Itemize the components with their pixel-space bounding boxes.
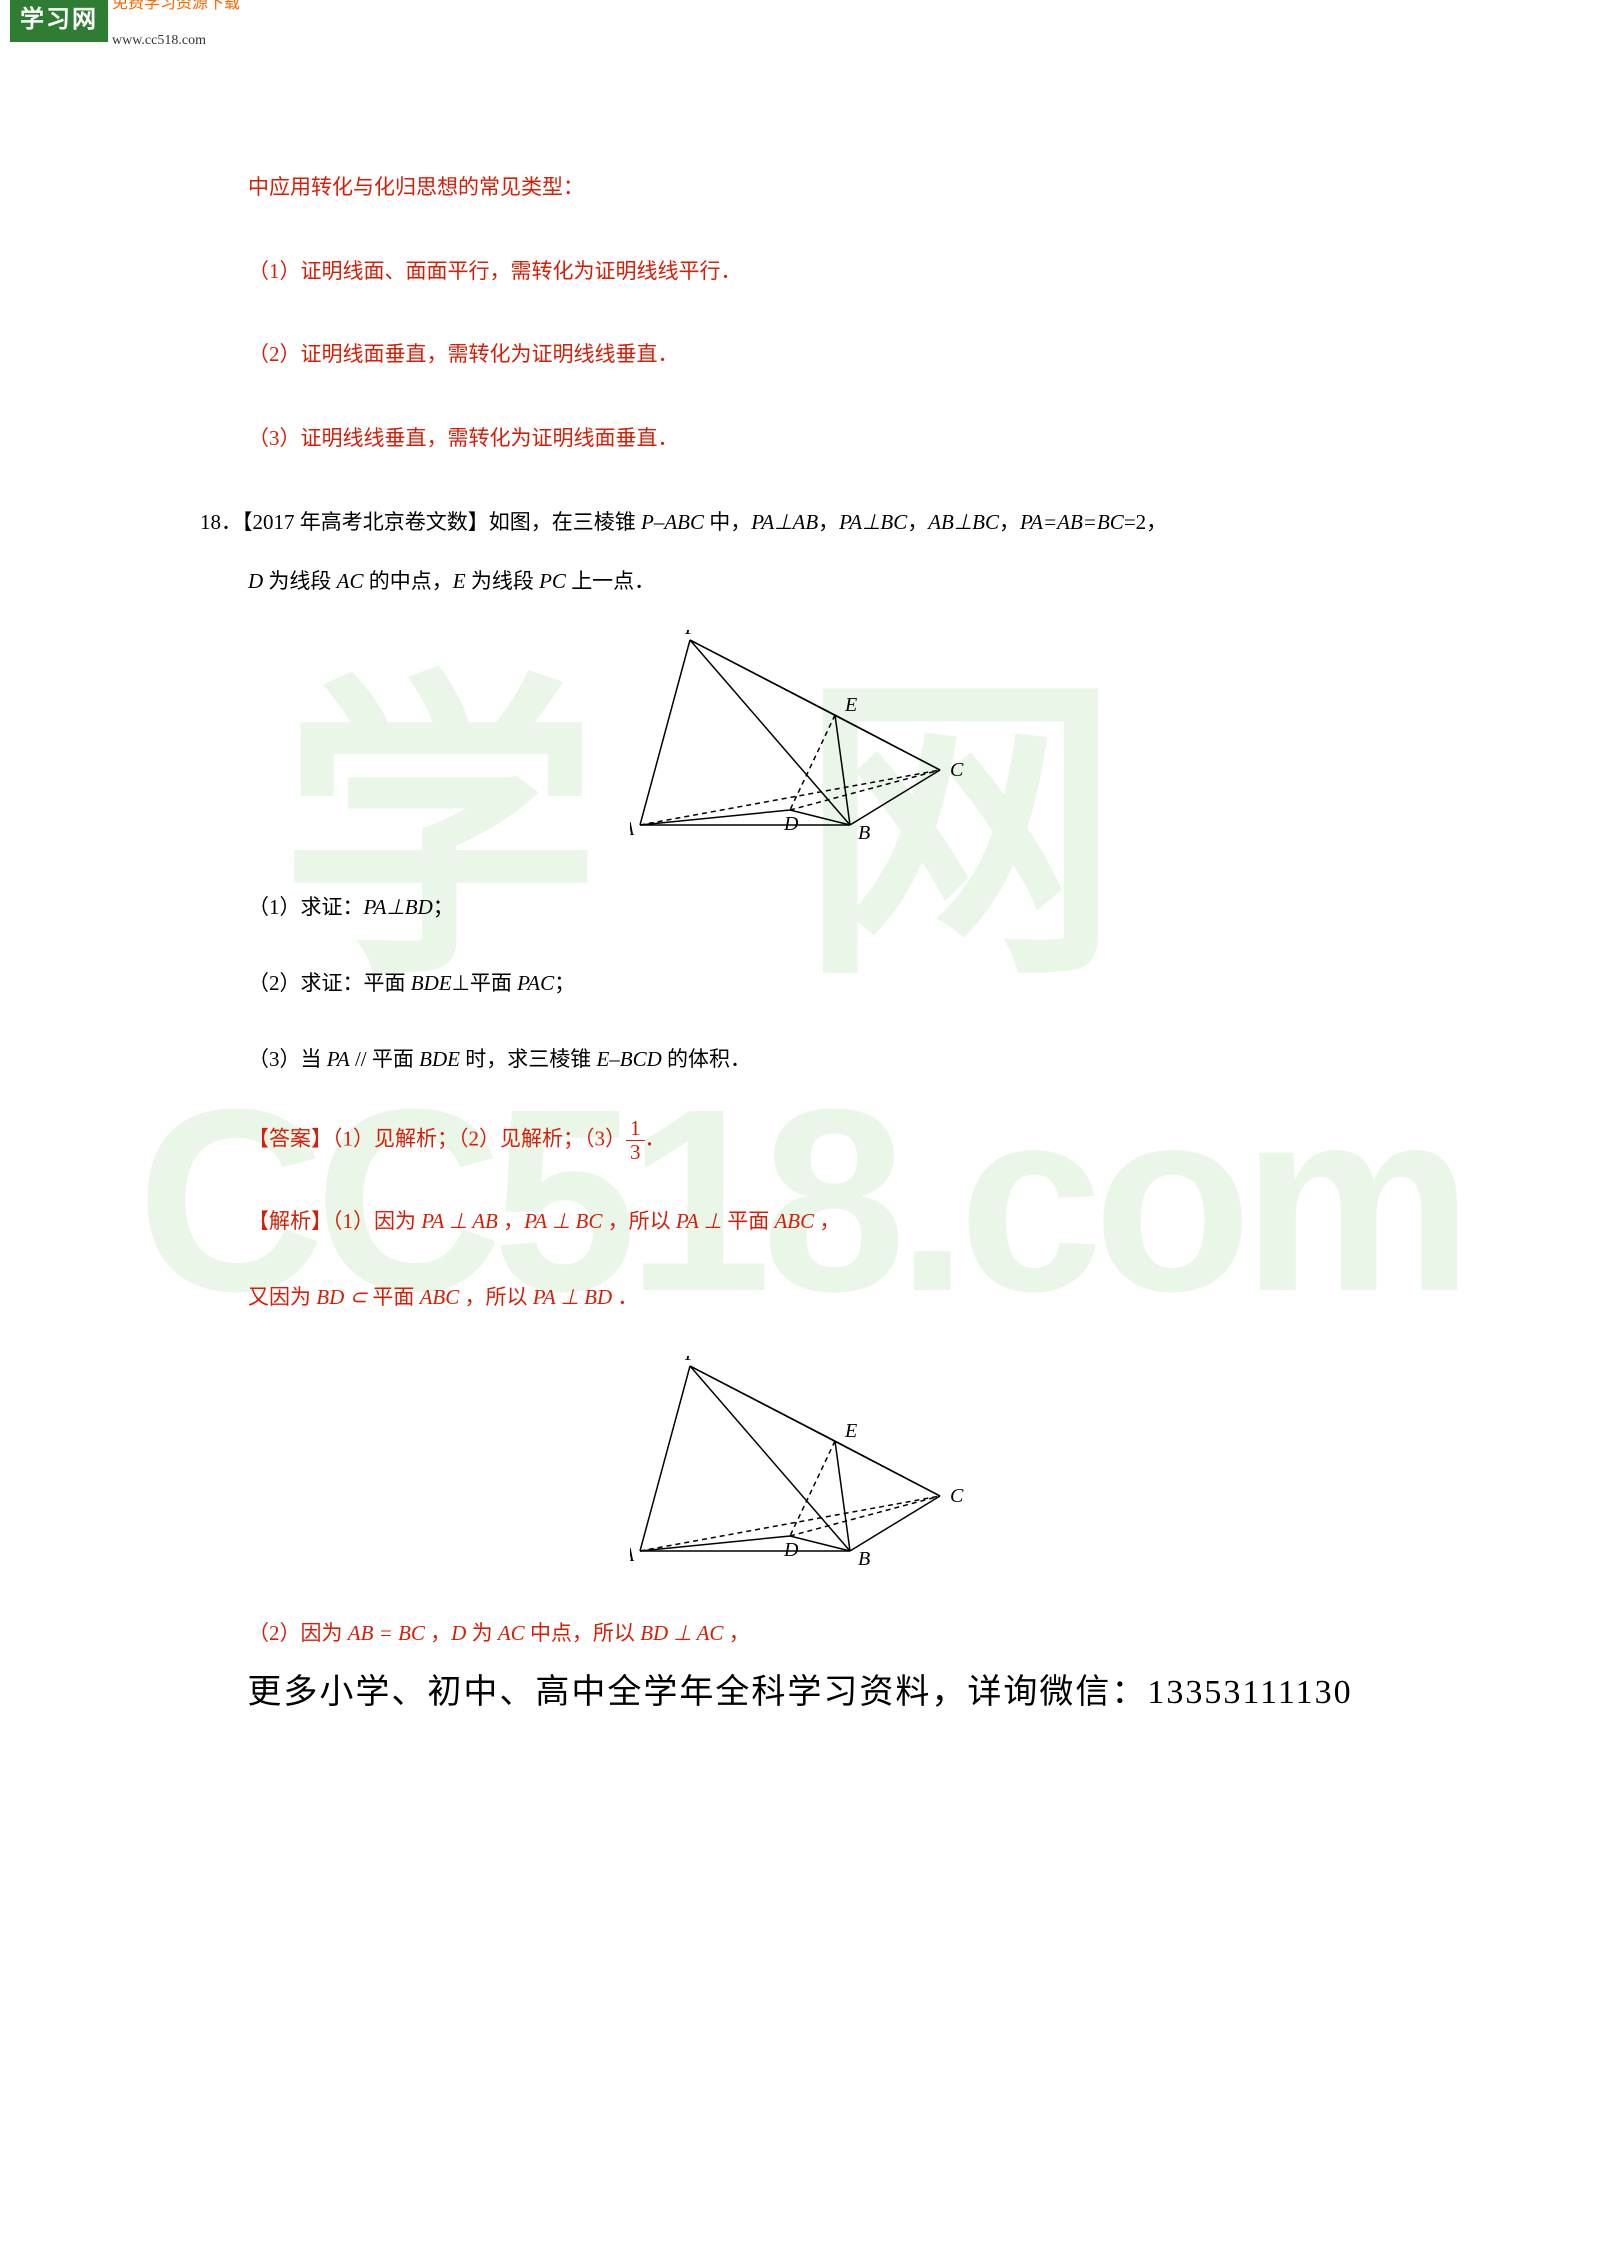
svg-text:P: P — [684, 1356, 697, 1365]
q-t2: 的中点， — [364, 569, 453, 593]
svg-text:A: A — [630, 818, 635, 840]
intro-p1: （1）证明线面、面面平行，需转化为证明线线平行． — [200, 254, 1400, 290]
an3-i: ， — [723, 1621, 749, 1645]
logo-tagline: 免费学习资源下载 — [112, 0, 240, 12]
svg-text:P: P — [684, 630, 697, 639]
sq3-d: BDE — [419, 1047, 460, 1071]
page-content: 中应用转化与化归思想的常见类型： （1）证明线面、面面平行，需转化为证明线线平行… — [0, 40, 1600, 1751]
sq1-c: ； — [433, 895, 454, 919]
q-D: D — [248, 569, 263, 593]
sub-question-2: （2）求证：平面 BDE⊥平面 PAC； — [200, 966, 1400, 1002]
sq3-c: // 平面 — [350, 1047, 419, 1071]
an2-c: 平面 — [372, 1285, 419, 1309]
an3-e: 为 — [466, 1621, 498, 1645]
q-number: 18． — [200, 510, 242, 534]
an2-b: BD ⊂ — [316, 1285, 372, 1309]
an2-d: ABC — [420, 1285, 460, 1309]
an3-f: AC — [498, 1621, 525, 1645]
sq3-g: 的体积． — [662, 1047, 751, 1071]
svg-text:E: E — [844, 1420, 857, 1442]
analysis-line-3: （2）因为 AB = BC ，D 为 AC 中点，所以 BD ⊥ AC ， — [200, 1616, 1400, 1652]
answer-line: 【答案】（1）见解析；（2）见解析；（3）13． — [200, 1117, 1400, 1164]
analysis-line-1: 【解析】（1）因为 PA ⊥ AB ，PA ⊥ BC ，所以 PA ⊥ 平面 A… — [200, 1204, 1400, 1240]
q-t1: 为线段 — [263, 569, 337, 593]
an3-a: （2）因为 — [248, 1621, 348, 1645]
frac-den: 3 — [626, 1141, 645, 1164]
figure-1: P A B D E C — [200, 630, 1400, 850]
q-t3: 为线段 — [466, 569, 540, 593]
svg-text:A: A — [630, 1544, 635, 1566]
question-18-line2: D 为线段 AC 的中点，E 为线段 PC 上一点． — [200, 564, 1400, 600]
question-18: 18．【2017 年高考北京卷文数】如图，在三棱锥 P–ABC 中，PA⊥AB，… — [200, 505, 1400, 541]
q-pabc: P–ABC — [641, 510, 704, 534]
an1-g: 平面 — [727, 1209, 774, 1233]
svg-text:C: C — [950, 1485, 964, 1507]
analysis-line-2: 又因为 BD ⊂ 平面 ABC ，所以 PA ⊥ BD ． — [200, 1280, 1400, 1316]
an2-e: ，所以 — [459, 1285, 533, 1309]
an3-h: BD ⊥ AC — [640, 1621, 723, 1645]
sub-question-1: （1）求证：PA⊥BD； — [200, 890, 1400, 926]
ans-prefix: 【答案】（1）见解析；（2）见解析；（3） — [248, 1127, 626, 1151]
an1-h: ABC — [774, 1209, 814, 1233]
an1-e: ，所以 — [602, 1209, 676, 1233]
sq3-b: PA — [327, 1047, 350, 1071]
an1-d: PA ⊥ BC — [524, 1209, 602, 1233]
q-c3: AB⊥BC — [928, 510, 999, 534]
q-E: E — [453, 569, 466, 593]
sq3-f: E–BCD — [596, 1047, 661, 1071]
figure-2: P A B D E C — [200, 1356, 1400, 1576]
figure-1-svg: P A B D E C — [630, 630, 970, 850]
sq2-e: ； — [554, 971, 575, 995]
sq3-e: 时，求三棱锥 — [460, 1047, 597, 1071]
an2-g: ． — [612, 1285, 638, 1309]
q-PC: PC — [539, 569, 566, 593]
an1-i: ， — [814, 1209, 840, 1233]
q-c2: PA⊥BC — [839, 510, 907, 534]
sub-question-3: （3）当 PA // 平面 BDE 时，求三棱锥 E–BCD 的体积． — [200, 1042, 1400, 1078]
svg-text:B: B — [858, 822, 870, 844]
an1-c: ， — [498, 1209, 524, 1233]
sq3-a: （3）当 — [248, 1047, 327, 1071]
intro-heading: 中应用转化与化归思想的常见类型： — [200, 170, 1400, 206]
q-AC: AC — [337, 569, 364, 593]
q-source: 【2017 年高考北京卷文数】如图，在三棱锥 — [242, 510, 641, 534]
an2-a: 又因为 — [248, 1285, 316, 1309]
logo-bar: 学习网 免费学习资源下载 www.cc518.com — [0, 0, 1600, 40]
svg-text:D: D — [783, 813, 799, 835]
an1-a: 【解析】（1）因为 — [248, 1209, 421, 1233]
q-t4: 上一点． — [566, 569, 655, 593]
an1-f: PA ⊥ — [676, 1209, 727, 1233]
q-eq2: =2， — [1124, 510, 1167, 534]
ans-suffix: ． — [645, 1127, 666, 1151]
an2-f: PA ⊥ BD — [533, 1285, 612, 1309]
figure-2-svg: P A B D E C — [630, 1356, 970, 1576]
an1-b: PA ⊥ AB — [421, 1209, 498, 1233]
an3-d: D — [451, 1621, 466, 1645]
logo-brand: 学习网 — [10, 0, 108, 42]
intro-p3: （3）证明线线垂直，需转化为证明线面垂直． — [200, 421, 1400, 457]
an3-g: 中点，所以 — [525, 1621, 641, 1645]
sq2-b: BDE — [411, 971, 452, 995]
svg-text:C: C — [950, 759, 964, 781]
q-zhong: 中， — [704, 510, 751, 534]
q-c1: PA⊥AB — [751, 510, 818, 534]
q-c4: PA=AB=BC — [1020, 510, 1124, 534]
frac-num: 1 — [626, 1117, 645, 1141]
sq1-b: PA⊥BD — [364, 895, 433, 919]
ans-frac: 13 — [626, 1117, 645, 1164]
an3-b: AB = BC — [348, 1621, 425, 1645]
svg-text:B: B — [858, 1548, 870, 1570]
svg-text:D: D — [783, 1539, 799, 1561]
sq2-a: （2）求证：平面 — [248, 971, 411, 995]
an3-c: ， — [425, 1621, 451, 1645]
intro-p2: （2）证明线面垂直，需转化为证明线线垂直． — [200, 337, 1400, 373]
sq2-d: PAC — [517, 971, 554, 995]
svg-text:E: E — [844, 694, 857, 716]
sq2-c: ⊥平面 — [452, 971, 518, 995]
sq1-a: （1）求证： — [248, 895, 364, 919]
